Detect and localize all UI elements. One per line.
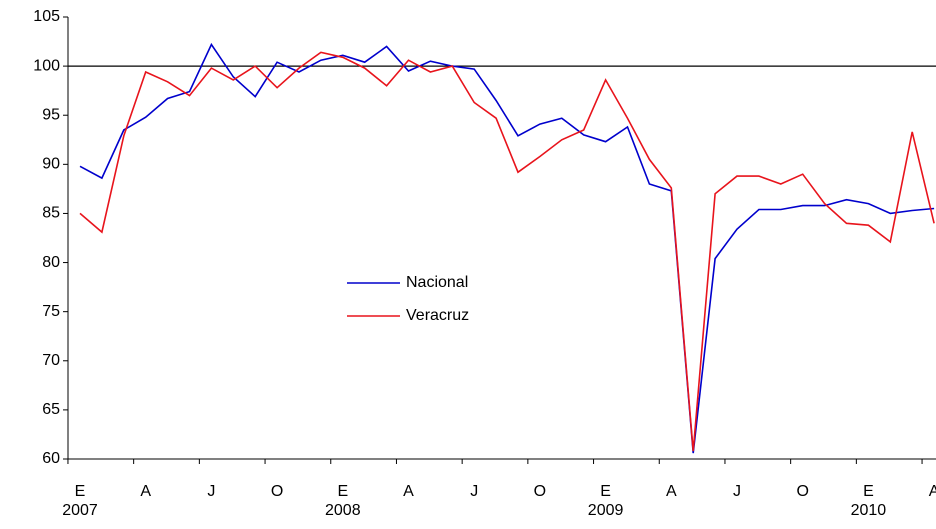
x-tick-label: 2010 — [851, 502, 887, 519]
y-tick-label: 80 — [42, 254, 60, 271]
x-tick-label: 2008 — [325, 502, 361, 519]
x-tick-label: O — [796, 483, 808, 500]
x-tick-label: J — [733, 483, 741, 500]
legend-label: Nacional — [406, 274, 468, 291]
y-tick-label: 70 — [42, 352, 60, 369]
x-tick-label: J — [207, 483, 215, 500]
y-tick-label: 75 — [42, 303, 60, 320]
y-tick-label: 100 — [33, 57, 60, 74]
x-tick-label: E — [600, 483, 611, 500]
y-tick-label: 65 — [42, 401, 60, 418]
series-line — [79, 42, 935, 454]
x-tick-label: A — [140, 483, 151, 500]
y-tick-label: 60 — [42, 450, 60, 467]
x-tick-label: 2007 — [62, 502, 98, 519]
x-tick-label: A — [666, 483, 677, 500]
y-tick-label: 95 — [42, 106, 60, 123]
x-tick-label: E — [337, 483, 348, 500]
series-line — [79, 51, 935, 452]
x-tick-label: O — [271, 483, 283, 500]
legend-label: Veracruz — [406, 307, 469, 324]
y-tick-label: 105 — [33, 8, 60, 25]
x-tick-label: 2009 — [588, 502, 624, 519]
x-tick-label: A — [929, 483, 936, 500]
x-tick-label: J — [470, 483, 478, 500]
x-tick-label: A — [403, 483, 414, 500]
y-tick-label: 85 — [42, 205, 60, 222]
x-tick-label: E — [75, 483, 86, 500]
y-tick-label: 90 — [42, 156, 60, 173]
x-tick-label: E — [863, 483, 874, 500]
x-tick-label: O — [534, 483, 546, 500]
